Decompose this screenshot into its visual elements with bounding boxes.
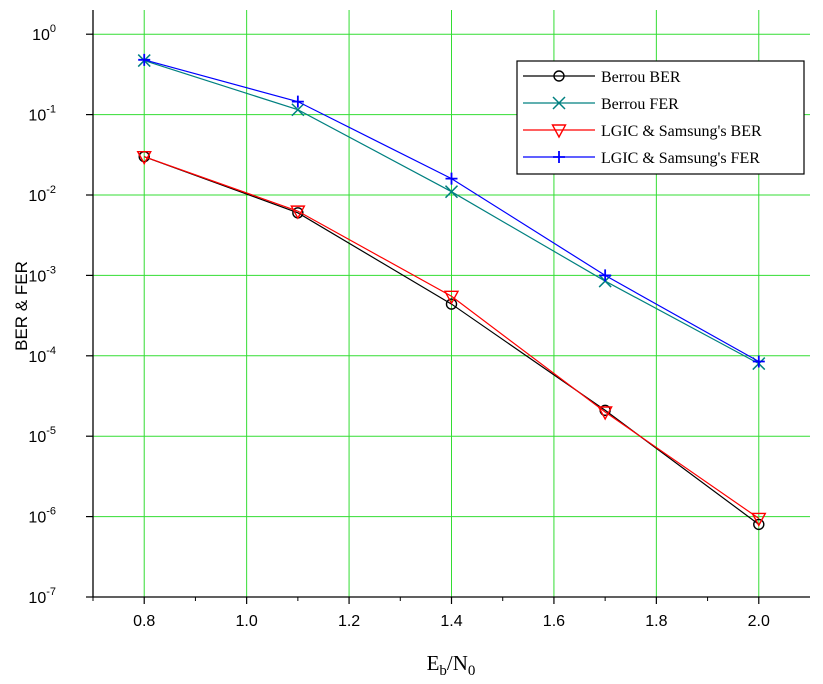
x-tick-label: 1.4 [440,613,462,630]
y-axis-label: BER & FER [12,261,31,351]
x-tick-label: 1.6 [543,613,565,630]
x-tick-label: 2.0 [748,613,770,630]
x-tick-label: 1.0 [236,613,258,630]
lgic-samsung-s-fer-marker [291,95,304,108]
x-axis-label-main: E [427,651,440,675]
legend-label-lgic-samsung-s-fer: LGIC & Samsung's FER [601,150,760,167]
lgic-samsung-s-fer-marker [445,172,458,185]
lgic-samsung-s-ber-marker [136,150,152,166]
legend-label-berrou-ber: Berrou BER [601,69,681,86]
berrou-fer-series [137,54,766,371]
legend-marker-berrou-ber [553,70,565,82]
lgic-samsung-s-ber-marker [751,512,767,527]
y-tick-label: 10-4 [28,345,56,366]
x-axis-label-sub2: 0 [468,663,476,679]
y-tick-label: 10-1 [28,104,56,125]
y-tick-label: 10-6 [28,506,56,527]
x-axis-label-mid: /N [447,651,468,675]
legend: Berrou BER Berrou FER LGIC & Samsung's BER… [516,60,805,175]
x-axis-label: Eb/N0 [427,651,476,679]
lgic-samsung-s-ber-line [144,156,760,519]
x-axis-label-sub1: b [439,663,447,679]
lgic-samsung-s-fer-marker [138,53,151,66]
x-tick-label: 1.8 [645,613,667,630]
lgic-samsung-s-ber-marker [290,205,306,220]
berrou-ber-marker [445,298,458,310]
legend-marker-berrou-fer [552,96,566,110]
lgic-samsung-s-fer-marker [599,269,612,282]
legend-box [516,60,805,175]
y-tick-label: 10-7 [28,586,56,607]
y-tick-label: 100 [32,23,56,44]
lgic-samsung-s-fer-marker [752,355,765,368]
lgic-samsung-s-fer-series [138,53,765,368]
lgic-samsung-s-ber-marker [443,290,460,305]
legend-marker-lgic-samsung-s-fer [553,151,565,163]
y-tick-label: 10-3 [28,264,56,285]
y-tick-label: 10-5 [28,425,56,446]
berrou-fer-marker [291,103,305,117]
x-tick-label: 1.2 [338,613,360,630]
legend-label-berrou-fer: Berrou FER [601,96,679,113]
lgic-samsung-s-ber-marker [597,406,613,421]
x-tick-label: 0.8 [133,613,155,630]
y-tick-label: 10-2 [28,184,56,205]
axes: 0.8 1.0 1.2 1.4 1.6 1.8 2.0 100 10-1 10-2 10-3 10-4… [28,10,810,630]
series-layer [136,53,767,531]
legend-label-lgic-samsung-s-ber: LGIC & Samsung's BER [601,123,762,140]
lgic-samsung-s-ber-series [136,150,767,527]
legend-marker-lgic-samsung-s-ber [551,124,567,139]
berrou-fer-marker [444,185,459,199]
berrou-ber-marker [753,518,765,531]
